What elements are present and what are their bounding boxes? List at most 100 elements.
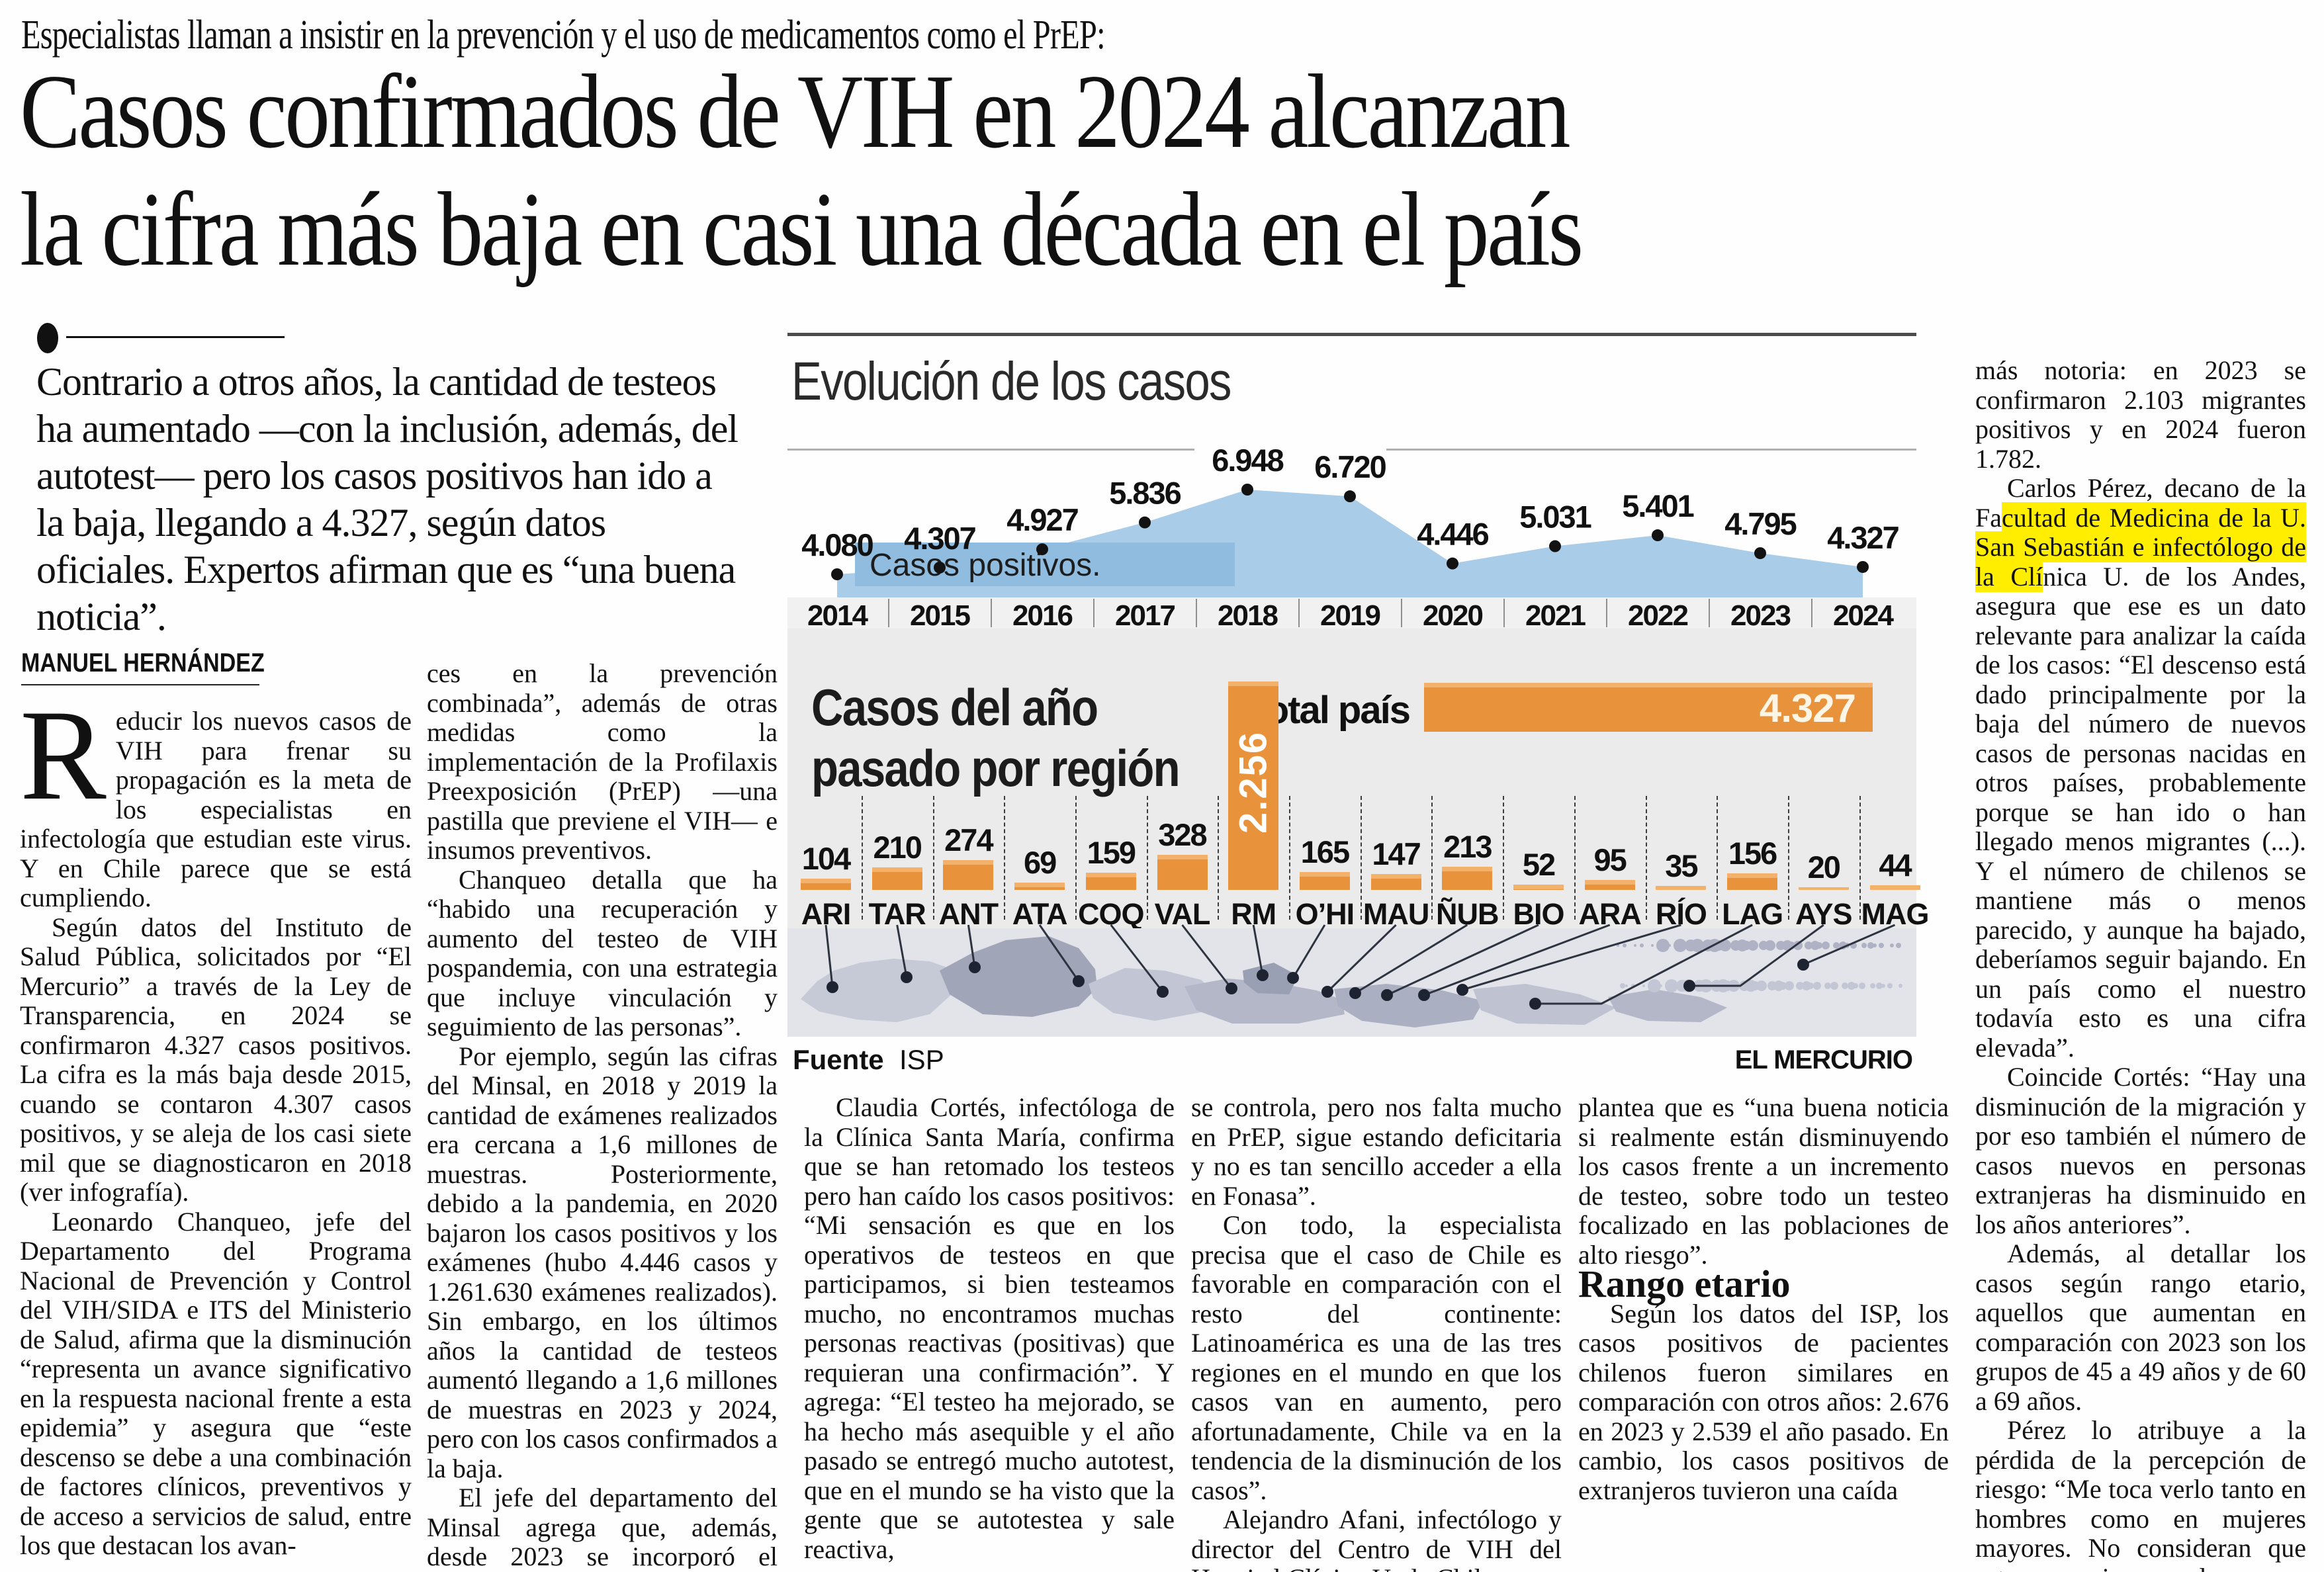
archipelago-islet — [1765, 940, 1775, 951]
paragraph: más notoria: en 2023 se confirmaron 2.10… — [1975, 356, 2306, 474]
leader-line — [896, 924, 908, 978]
region-bar — [1869, 885, 1920, 890]
data-point-label: 5.031 — [1519, 500, 1591, 535]
data-point — [1344, 490, 1356, 503]
leader-line — [1110, 924, 1164, 992]
credit: EL MERCURIO — [1734, 1045, 1913, 1074]
column-divider-dashed — [1218, 796, 1220, 920]
data-point-label: 4.927 — [1006, 502, 1078, 537]
leader-line — [1181, 924, 1233, 989]
archipelago-islet — [1870, 983, 1875, 988]
bar-chart-title-line2: pasado por región — [811, 739, 1181, 797]
year-tick-label: 2023 — [1730, 599, 1791, 632]
region-bar-value: 213 — [1443, 829, 1492, 864]
kicker: Especialistas llaman a insistir en la pr… — [21, 13, 1106, 58]
paragraph: Según los datos del ISP, los casos posit… — [1578, 1298, 1949, 1505]
region-bar-value: 95 — [1593, 842, 1627, 877]
headline-line2: la cifra más baja en casi una década en … — [20, 170, 1584, 288]
archipelago-islet — [1867, 942, 1874, 949]
paragraph: Leonardo Chanqueo, jefe del Departamento… — [20, 1206, 412, 1560]
axis-tick — [1709, 599, 1710, 627]
region-label: RÍO — [1655, 897, 1707, 931]
paragraph: Alejandro Afani, infectólogo y director … — [1191, 1505, 1562, 1572]
data-point-label: 4.446 — [1417, 517, 1488, 552]
region-bar-value: 52 — [1522, 847, 1556, 882]
archipelago-islet — [1620, 983, 1625, 988]
region-bar — [1299, 872, 1350, 890]
data-point-label: 4.080 — [801, 527, 873, 562]
region-bar — [1513, 885, 1564, 890]
map-region-dot — [1683, 980, 1695, 992]
map-region-dot — [969, 961, 981, 973]
region-bar-panel: Casos del año pasado por región Total pa… — [787, 629, 1930, 1037]
archipelago-islet — [1833, 942, 1840, 949]
column-divider-dashed — [1360, 796, 1362, 920]
leader-line — [1292, 924, 1326, 979]
archipelago-islet — [1651, 944, 1654, 947]
region-bar — [1228, 681, 1279, 890]
archipelago-islet — [1813, 982, 1821, 990]
infographic-title: Evolución de los casos — [791, 351, 1231, 412]
archipelago-islet — [1660, 984, 1662, 987]
data-point — [1652, 529, 1664, 542]
archipelago-islet — [1879, 943, 1884, 948]
archipelago-islet — [1887, 983, 1893, 988]
region-bar-value: 328 — [1158, 817, 1207, 852]
region-bar — [871, 867, 922, 890]
infographic-top-rule — [787, 333, 1916, 336]
archipelago-islet — [1756, 981, 1767, 991]
region-bar — [1085, 873, 1136, 890]
region-bar — [1157, 855, 1208, 890]
headline-line1: Casos confirmados de VIH en 2024 alcanza… — [20, 52, 1571, 170]
paragraph: Claudia Cortés, infectóloga de la Clínic… — [804, 1093, 1175, 1564]
axis-tick — [1503, 599, 1505, 627]
region-bar — [1656, 886, 1707, 890]
total-country-value: 4.327 — [1759, 686, 1856, 730]
year-tick-label: 2021 — [1525, 599, 1586, 632]
map-leader-lines — [825, 924, 1896, 1010]
archipelago-islet — [1859, 983, 1865, 989]
paragraph: Según datos del Instituto de Salud Públi… — [20, 912, 412, 1207]
archipelago-islet — [1668, 944, 1671, 947]
leader-line — [1326, 924, 1397, 993]
archipelago-islet — [1802, 981, 1811, 990]
headline-rule — [66, 336, 285, 338]
map-region-dot — [1797, 959, 1809, 971]
leader-line — [1386, 924, 1539, 996]
data-point — [1036, 543, 1048, 556]
archipelago-islet — [1642, 984, 1645, 987]
headline-bullet — [37, 323, 58, 353]
data-point — [1241, 484, 1253, 496]
region-bar-value: 20 — [1807, 850, 1841, 885]
paragraph: Carlos Pérez, decano de la Facultad de M… — [1975, 473, 2306, 1063]
map-region-dot — [1157, 986, 1169, 998]
plot-top-rule-left — [787, 449, 1194, 451]
axis-tick — [1093, 599, 1095, 627]
region-bar-value: 35 — [1665, 848, 1698, 883]
region-bar-value: 147 — [1372, 836, 1421, 871]
region-label: AYS — [1795, 897, 1852, 931]
archipelago-islet — [1648, 984, 1652, 988]
archipelago-islet — [1634, 944, 1636, 947]
archipelago-islet — [1748, 940, 1758, 951]
archipelago-islet — [1796, 982, 1804, 990]
axis-tick — [1606, 599, 1607, 627]
source-label: Fuente — [793, 1044, 884, 1075]
article-column-6: más notoria: en 2023 se confirmaron 2.10… — [1975, 356, 2306, 1572]
leader-line — [1803, 924, 1896, 966]
data-point — [934, 561, 946, 574]
column-divider-dashed — [1503, 796, 1505, 920]
archipelago-islet — [1810, 941, 1820, 950]
region-bar — [1014, 883, 1065, 890]
map-shapes — [801, 936, 1902, 1027]
region-bar-value: 159 — [1087, 835, 1136, 870]
source-value: ISP — [899, 1044, 944, 1075]
leader-line — [1535, 924, 1753, 1005]
year-tick-label: 2016 — [1012, 599, 1073, 632]
area-legend-label: Casos positivos. — [870, 548, 1100, 583]
archipelago-islet — [1782, 940, 1793, 951]
years-axis: 2014 2015 2016 2017 2018 2019 2020 2021 2022 2023… — [787, 597, 1916, 632]
axis-tick — [1298, 599, 1300, 627]
